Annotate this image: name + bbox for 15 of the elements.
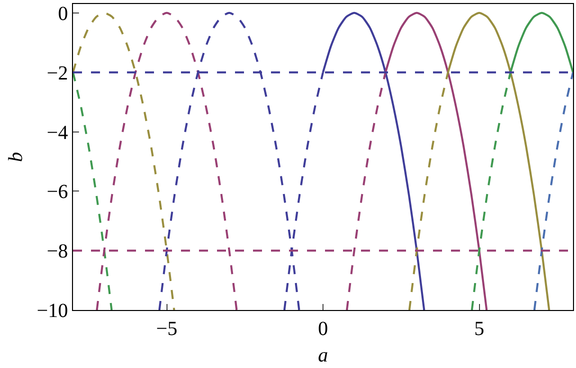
y-axis-title: b <box>5 152 28 162</box>
line-series <box>73 71 113 310</box>
y-tick-label: −8 <box>46 240 68 263</box>
x-axis-title: a <box>318 344 328 366</box>
y-tick-label: −4 <box>46 122 68 144</box>
y-tick-label: 0 <box>58 2 68 25</box>
y-tick-label: −10 <box>36 300 68 322</box>
x-tick-label: 5 <box>474 318 484 340</box>
line-series <box>73 12 176 310</box>
line-series <box>533 71 573 310</box>
y-tick-label: −6 <box>46 181 68 204</box>
line-series <box>96 12 238 310</box>
y-tick-label: −2 <box>46 62 68 84</box>
x-tick-label: −5 <box>156 318 178 340</box>
x-tick-label: 0 <box>318 318 328 340</box>
